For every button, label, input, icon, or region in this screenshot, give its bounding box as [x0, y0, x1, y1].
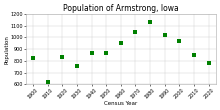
Point	[61, 56, 64, 58]
Point	[75, 65, 79, 66]
Point	[46, 81, 50, 83]
Point	[148, 21, 152, 23]
Point	[104, 52, 108, 54]
Point	[134, 31, 137, 32]
Point	[90, 52, 93, 54]
Point	[207, 62, 210, 64]
Point	[31, 58, 35, 59]
Y-axis label: Population: Population	[4, 35, 9, 64]
Point	[192, 54, 196, 56]
Point	[119, 42, 123, 44]
Point	[163, 34, 167, 36]
Point	[178, 40, 181, 42]
X-axis label: Census Year: Census Year	[104, 101, 138, 106]
Title: Population of Armstrong, Iowa: Population of Armstrong, Iowa	[63, 4, 179, 13]
